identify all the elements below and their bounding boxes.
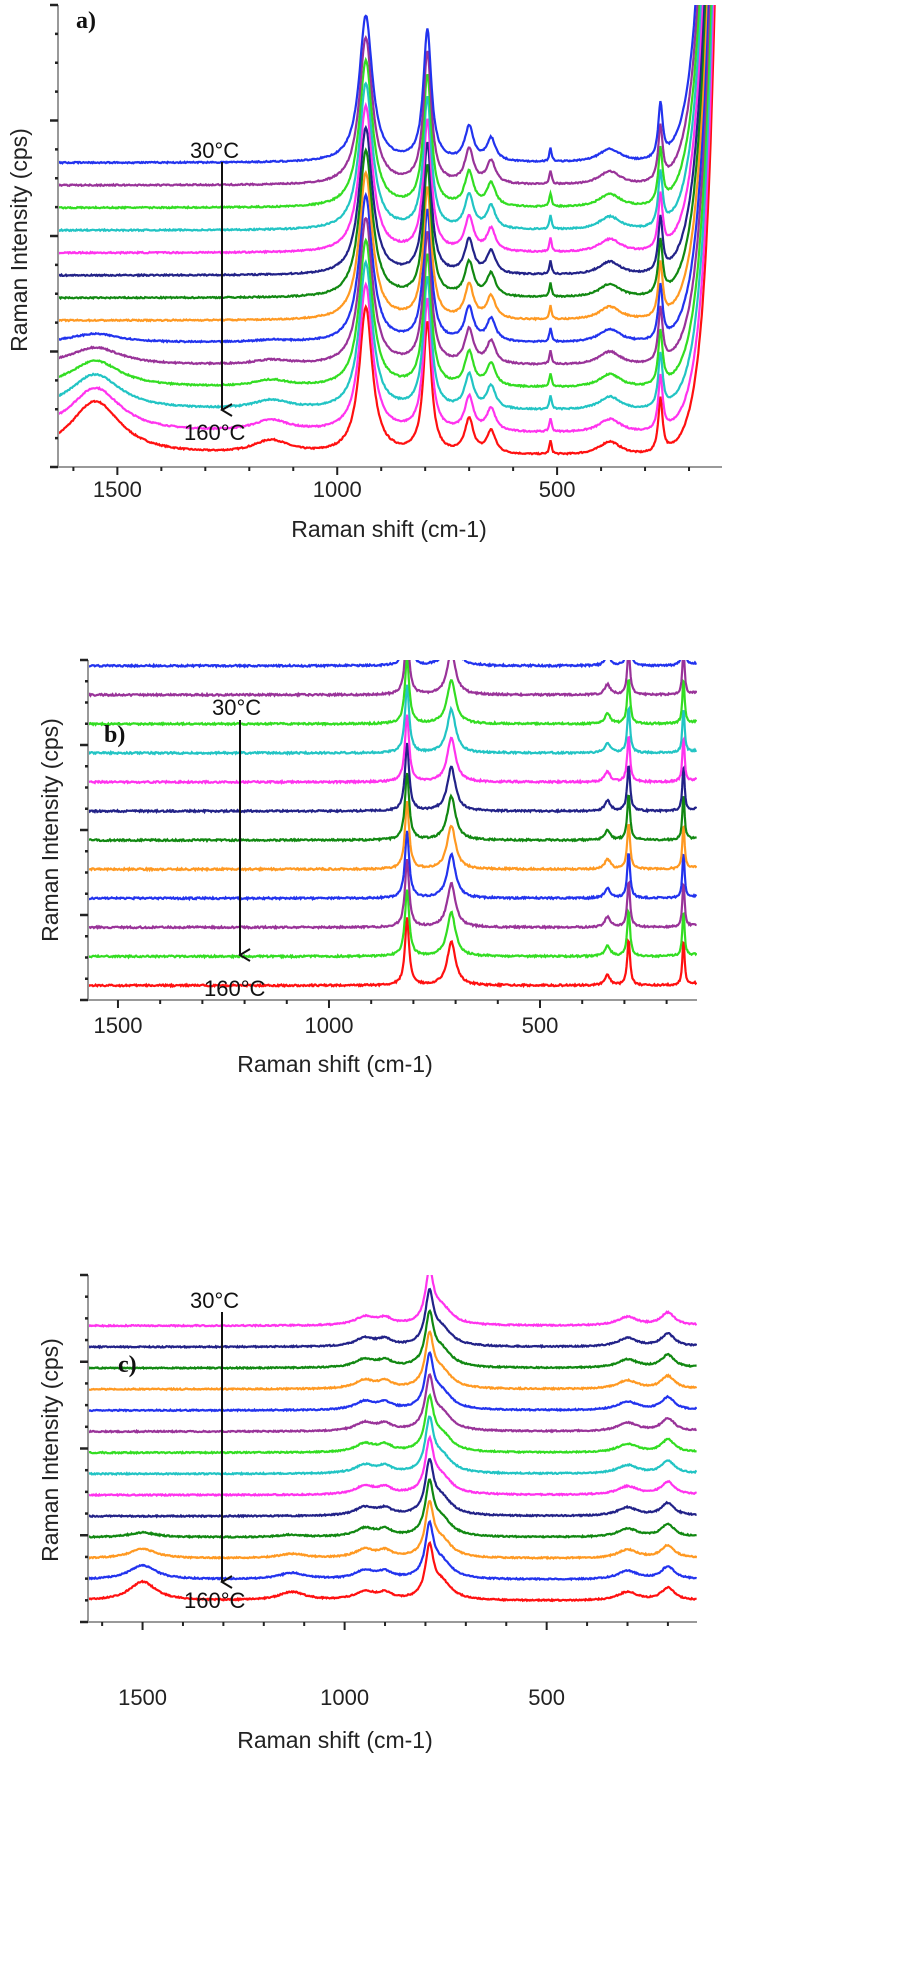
annotation-160c-a: 160°C (184, 420, 246, 445)
x-axis-label-b: Raman shift (cm-1) (237, 1051, 433, 1077)
spectrum-c-3 (88, 1499, 697, 1561)
spectrum-c-4 (88, 1478, 697, 1540)
spectrum-c-7 (88, 1415, 697, 1477)
panel-label-c: c) (118, 1352, 137, 1378)
spectrum-a-4 (58, 5, 712, 389)
spectrum-b-14 (88, 602, 697, 609)
spectrum-c-5 (88, 1457, 697, 1519)
spectrum-b-3 (88, 858, 697, 931)
axes-a: 1500 1000 500 (50, 3, 722, 502)
spectrum-a-10 (58, 5, 704, 256)
spectrum-b-10 (88, 660, 697, 727)
spectrum-c-11 (88, 1330, 697, 1392)
x-tick-label: 500 (539, 477, 576, 502)
spectrum-a-3 (58, 5, 713, 411)
spectrum-a-11 (58, 5, 702, 233)
spectrum-a-6 (58, 5, 709, 344)
spectrum-b-7 (88, 742, 697, 815)
spectrum-a-7 (58, 5, 708, 323)
spectrum-a-5 (58, 5, 711, 367)
panel-c: 1500 1000 500 c) 30°C 160°C Raman shift (c… (37, 1273, 697, 1753)
x-tick-label: 1000 (305, 1013, 354, 1038)
x-axis-label-c: Raman shift (cm-1) (237, 1727, 433, 1753)
x-tick-label: 1500 (93, 1013, 142, 1038)
spectrum-a-1 (58, 5, 716, 456)
spectrum-c-8 (88, 1392, 697, 1456)
annotation-30c-a: 30°C (190, 138, 239, 163)
panel-a: 1500 1000 500 a) 30°C 160°C Raman shift (c… (6, 3, 722, 542)
spectrum-c-12 (88, 1308, 697, 1371)
x-tick-label: 1500 (118, 1685, 167, 1710)
spectrum-a-2 (58, 5, 715, 434)
spectrum-c-14 (88, 1275, 697, 1328)
annotation-30c-c: 30°C (190, 1288, 239, 1313)
spectra-a (58, 5, 716, 456)
spectra-b (88, 602, 697, 989)
spectrum-b-12 (88, 660, 697, 669)
spectrum-c-1 (88, 1540, 697, 1603)
spectrum-b-9 (88, 684, 697, 756)
x-tick-label: 1000 (320, 1685, 369, 1710)
panel-b: 1500 1000 500 b) 30°C 160°C Raman shift (c… (37, 602, 697, 1077)
annotation-30c-b: 30°C (212, 695, 261, 720)
spectrum-a-14 (58, 5, 697, 165)
panel-label-a: a) (76, 8, 96, 34)
annotation-160c-b: 160°C (204, 976, 266, 1001)
spectrum-c-9 (88, 1373, 697, 1434)
spectra-c (88, 1275, 697, 1603)
x-tick-label: 1000 (313, 477, 362, 502)
spectrum-b-11 (88, 660, 697, 698)
spectrum-a-12 (58, 5, 701, 210)
spectrum-a-13 (58, 5, 699, 188)
annotation-160c-c: 160°C (184, 1588, 246, 1613)
spectrum-b-6 (88, 772, 697, 843)
y-axis-label-a: Raman Intensity (cps) (6, 128, 32, 352)
spectrum-b-8 (88, 714, 697, 785)
spectrum-b-13 (88, 602, 697, 638)
spectrum-c-10 (88, 1351, 697, 1413)
x-tick-label: 500 (528, 1685, 565, 1710)
spectrum-b-1 (88, 917, 697, 989)
y-axis-label-c: Raman Intensity (cps) (37, 1338, 63, 1562)
spectrum-c-6 (88, 1434, 697, 1498)
axes-b: 1500 1000 500 (80, 658, 697, 1038)
spectrum-b-4 (88, 830, 697, 902)
x-tick-label: 500 (522, 1013, 559, 1038)
spectrum-a-8 (58, 5, 707, 301)
spectrum-c-2 (88, 1519, 697, 1582)
spectrum-b-2 (88, 889, 697, 960)
spectrum-a-9 (58, 5, 705, 278)
panel-label-b: b) (104, 722, 125, 748)
y-axis-label-b: Raman Intensity (cps) (37, 718, 63, 942)
axes-c: 1500 1000 500 (80, 1273, 697, 1710)
spectrum-c-13 (88, 1287, 697, 1350)
x-tick-label: 1500 (93, 477, 142, 502)
x-axis-label-a: Raman shift (cm-1) (291, 516, 487, 542)
spectrum-b-5 (88, 800, 697, 873)
